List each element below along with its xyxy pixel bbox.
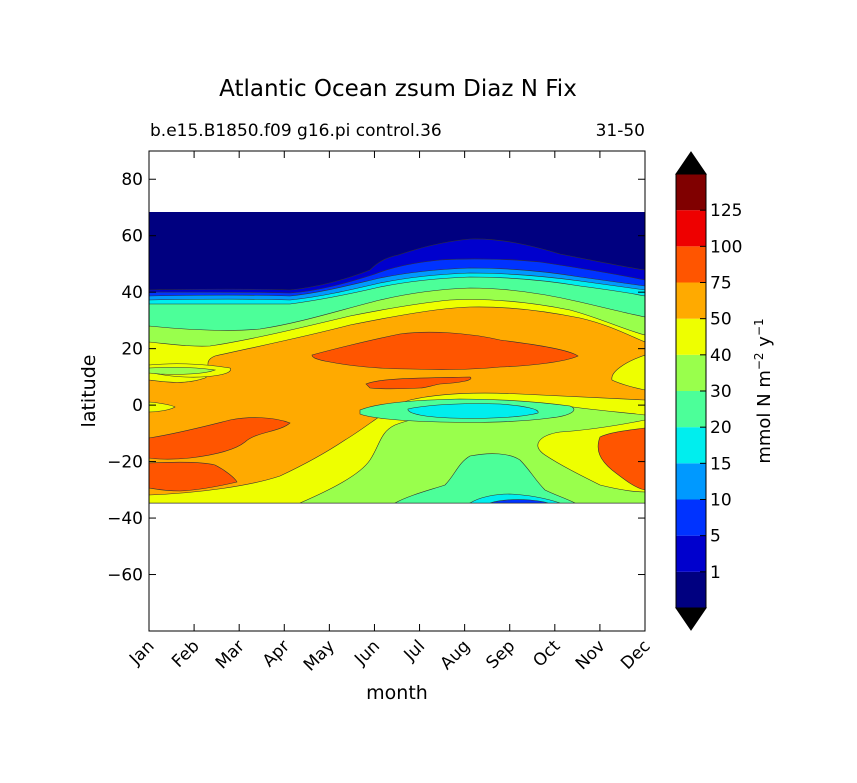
colorbar-tick-label: 75 [710, 274, 732, 294]
y-axis-label: latitude [78, 355, 100, 428]
x-tick-label: Jan [125, 636, 158, 669]
x-tick-label: May [300, 636, 339, 675]
plot-frame [148, 150, 646, 632]
x-tick-label: Dec [617, 636, 654, 673]
chart-subtitle-right: 31-50 [595, 121, 645, 141]
y-tick-label: 40 [121, 283, 143, 303]
colorbar-tick-label: 5 [710, 527, 721, 547]
colorbar-segment [676, 246, 706, 283]
y-tick-label: 0 [132, 396, 143, 416]
x-tick-label: Jun [350, 636, 384, 670]
colorbar-segment [676, 174, 706, 211]
y-tick-label: −20 [107, 453, 143, 473]
contour-level-15-20 [407, 403, 539, 419]
x-axis-label: month [366, 682, 428, 704]
contour-level-30-40 [149, 367, 217, 375]
contour-level-75-100 [149, 417, 291, 460]
colorbar-segment [676, 391, 706, 428]
colorbar-tick-label: 40 [710, 346, 732, 366]
y-tick-label: 20 [121, 340, 143, 360]
x-tick-label: Jul [400, 636, 429, 665]
x-tick-label: Sep [482, 636, 519, 673]
contour-level-40-50 [611, 354, 645, 391]
contour-level-75-100 [311, 331, 579, 370]
contour-level-40-50 [149, 401, 176, 413]
x-tick-label: Feb [168, 636, 203, 671]
colorbar-segment [676, 282, 706, 319]
x-tick-label: Oct [529, 636, 564, 671]
contour-field [149, 212, 645, 504]
colorbar-segment [676, 318, 706, 355]
colorbar-segment [676, 535, 706, 572]
x-tick-label: Apr [259, 636, 294, 671]
colorbar-extend-bottom [675, 607, 707, 631]
colorbar-segment [676, 354, 706, 391]
colorbar-tick-label: 50 [710, 310, 732, 330]
colorbar-segment [676, 571, 706, 608]
x-tick-label: Mar [212, 636, 249, 673]
colorbar-segment [676, 427, 706, 464]
y-tick-label: 60 [121, 227, 143, 247]
chart-subtitle-left: b.e15.B1850.f09 g16.pi control.36 [150, 121, 442, 141]
colorbar-tick-label: 100 [710, 237, 742, 257]
chart-title: Atlantic Ocean zsum Diaz N Fix [219, 76, 577, 102]
contour-level-20-30 [394, 453, 576, 504]
colorbar-tick-label: 10 [710, 491, 732, 511]
colorbar-tick-label: 1 [710, 563, 721, 583]
contour-level-5-10 [489, 499, 549, 504]
contour-level-30-40 [299, 401, 645, 504]
x-tick-label: Aug [437, 636, 475, 674]
colorbar-segment [676, 210, 706, 247]
x-tick-label: Nov [572, 636, 610, 674]
colorbar-tick-label: 20 [710, 418, 732, 438]
colorbar-tick-label: 125 [710, 201, 742, 221]
colorbar-segment [676, 463, 706, 500]
contour-level-75-100 [597, 427, 645, 491]
colorbar-extend-top [675, 151, 707, 175]
colorbar-label: mmol N m−2 y−1 [752, 318, 775, 463]
colorbar-tick-label: 15 [710, 454, 732, 474]
y-tick-label: −40 [107, 509, 143, 529]
colorbar-segment [676, 499, 706, 536]
colorbar-tick-label: 30 [710, 382, 732, 402]
y-tick-label: −60 [107, 566, 143, 586]
y-tick-label: 80 [121, 170, 143, 190]
y-axis: −60 −40 −20 0 20 40 60 80 [107, 170, 645, 586]
contour-level-75-100 [365, 376, 472, 390]
contour-level-75-100 [149, 461, 238, 492]
